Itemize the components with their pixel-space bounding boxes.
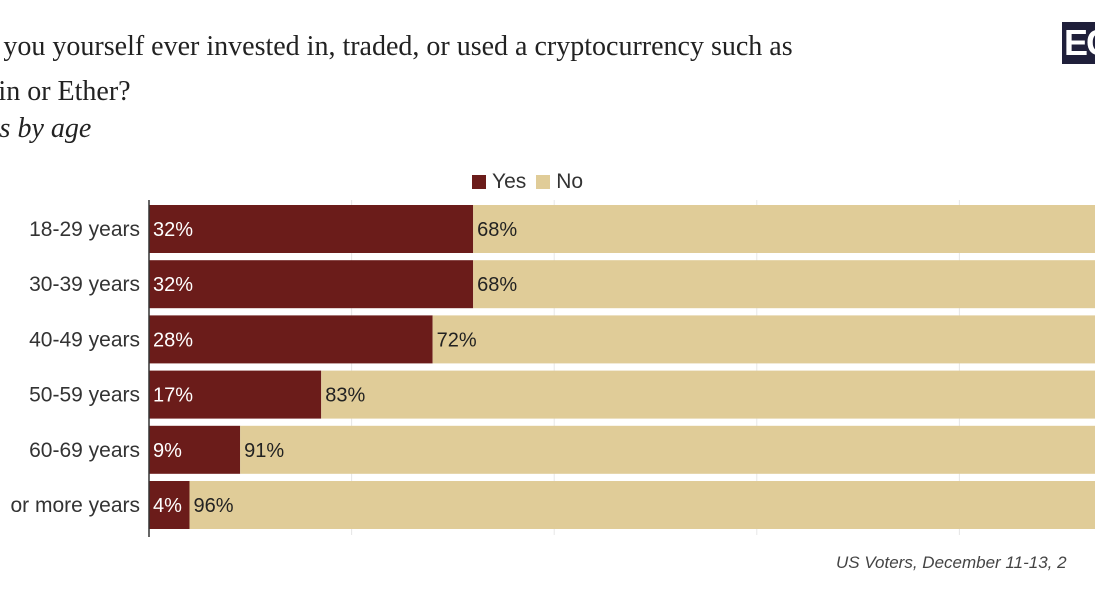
legend-label-no: No <box>556 170 584 193</box>
data-label-no: 96% <box>194 495 234 517</box>
data-label-yes: 32% <box>153 274 193 296</box>
bar-no <box>473 260 1095 309</box>
chart-subtitle: ults by age <box>0 113 92 144</box>
brand-logo: EC <box>1062 22 1095 64</box>
data-label-no: 91% <box>244 440 284 462</box>
category-label: 40-49 years <box>29 328 140 351</box>
legend-swatch-yes <box>472 175 486 189</box>
legend-swatch-no <box>536 175 551 189</box>
chart-title-line-2: coin or Ether? <box>0 76 131 107</box>
bar-no <box>240 425 1095 474</box>
bar-yes <box>149 315 433 364</box>
legend-item-no: No <box>536 170 583 194</box>
bar-no <box>321 370 1095 419</box>
data-label-no: 72% <box>437 329 477 351</box>
bar-no <box>189 481 1095 529</box>
category-label: 30-39 years <box>29 273 140 296</box>
bar-no <box>473 205 1095 253</box>
category-label: or more years <box>10 494 140 517</box>
category-label: 18-29 years <box>29 218 140 241</box>
chart-legend: Yes No <box>472 170 587 194</box>
legend-label-yes: Yes <box>492 170 527 193</box>
source-note: US Voters, December 11-13, 2 <box>836 553 1067 572</box>
data-label-no: 68% <box>477 274 517 296</box>
chart-title: ve you yourself ever invested in, traded… <box>0 24 1000 114</box>
data-label-yes: 28% <box>153 329 193 351</box>
bar-yes <box>149 425 241 474</box>
chart-title-line-1: ve you yourself ever invested in, traded… <box>0 31 793 62</box>
bar-yes <box>149 370 322 419</box>
legend-item-yes: Yes <box>472 170 526 194</box>
category-label: 60-69 years <box>29 439 140 462</box>
data-label-yes: 9% <box>153 440 182 462</box>
bar-yes <box>149 260 474 309</box>
bar-no <box>432 315 1095 364</box>
data-label-yes: 17% <box>153 385 193 407</box>
bar-yes <box>149 481 190 529</box>
bar-yes <box>149 205 474 253</box>
data-label-yes: 32% <box>153 219 193 241</box>
data-label-yes: 4% <box>153 495 182 517</box>
data-label-no: 83% <box>325 385 365 407</box>
category-label: 50-59 years <box>29 384 140 407</box>
data-label-no: 68% <box>477 219 517 241</box>
